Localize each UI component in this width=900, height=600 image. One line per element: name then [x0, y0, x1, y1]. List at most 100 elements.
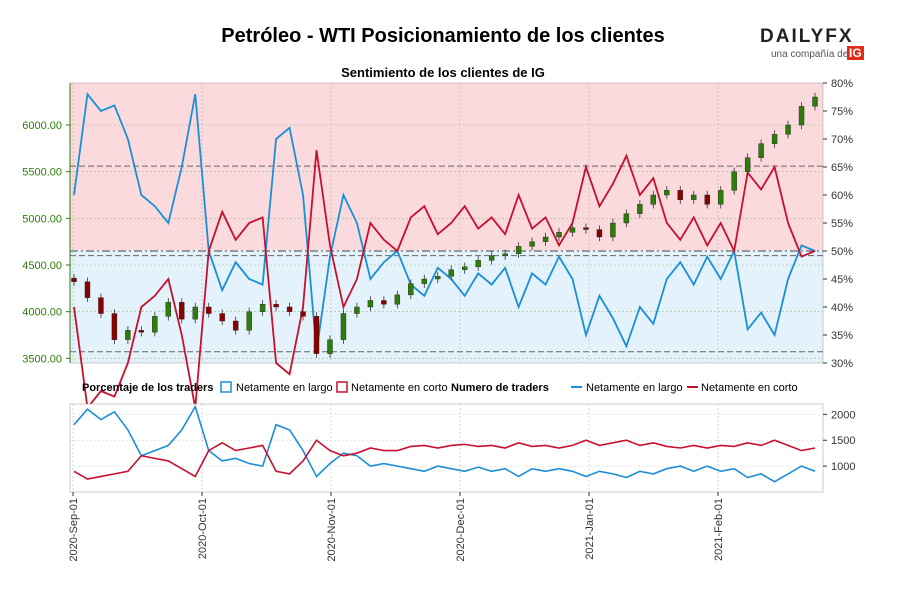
- chart-subtitle: Sentimiento de los clientes de IG: [341, 65, 545, 80]
- lower-ticks: 1000 1500 2000: [823, 409, 855, 473]
- candle-body: [623, 213, 630, 224]
- candle-body: [744, 157, 751, 172]
- candle-body: [583, 227, 589, 230]
- legend-num-long-label: Netamente en largo: [586, 382, 683, 394]
- candle-body: [165, 302, 172, 317]
- candle-body: [367, 300, 374, 308]
- candle-body: [179, 302, 185, 320]
- candle-body: [340, 313, 347, 340]
- legend-num-short-label: Netamente en corto: [701, 382, 798, 394]
- candle-body: [381, 300, 387, 305]
- dailyfx-logo: DAILYFX una compañía de IG: [760, 26, 864, 60]
- candle-body: [569, 227, 576, 233]
- pct-tick-label: 65%: [831, 162, 853, 174]
- candle-body: [232, 320, 239, 331]
- pct-tick-label: 70%: [831, 134, 853, 146]
- candle-body: [219, 313, 225, 322]
- candle-body: [596, 229, 603, 238]
- pct-tick-label: 35%: [831, 330, 853, 342]
- candle-body: [650, 194, 657, 205]
- candle-body: [664, 190, 670, 196]
- date-tick-label: 2021-Feb-01: [713, 498, 725, 561]
- date-tick-label: 2020-Sep-01: [68, 498, 80, 562]
- legend-pct-title: Porcentaje de los traders: [82, 382, 213, 394]
- candle-body: [542, 236, 549, 242]
- legend-pct-long-label: Netamente en largo: [236, 382, 333, 394]
- price-tick-label: 4000.00: [22, 307, 62, 319]
- price-tick-label: 5000.00: [22, 213, 62, 225]
- candle-body: [192, 306, 198, 320]
- candle-body: [246, 311, 252, 331]
- candle-body: [475, 260, 481, 268]
- legend-num-title: Numero de traders: [451, 382, 549, 394]
- date-tick-label: 2021-Jan-01: [584, 498, 596, 560]
- pct-tick-label: 40%: [831, 302, 853, 314]
- price-tick-label: 3500.00: [22, 353, 62, 365]
- candle-body: [529, 241, 535, 247]
- candle-body: [300, 311, 306, 317]
- candle-body: [798, 106, 805, 126]
- candle-body: [354, 306, 360, 314]
- candle-body: [515, 246, 522, 254]
- ig-badge-icon: [847, 46, 864, 60]
- candle-body: [758, 143, 764, 158]
- candle-body: [785, 124, 791, 135]
- candle-body: [327, 339, 333, 354]
- upper-ticks-left: 3500.00 4000.00 4500.00 5000.00 5500.00 6000.…: [22, 83, 71, 365]
- candle-body: [435, 276, 441, 280]
- candle-body: [677, 190, 683, 200]
- candle-body: [408, 283, 414, 296]
- pct-short-line: [73, 150, 816, 411]
- upper-pct-lines: [73, 91, 816, 411]
- candle-body: [259, 304, 266, 312]
- date-tick-label: 2020-Nov-01: [326, 498, 338, 562]
- candle-body: [98, 297, 104, 314]
- candle-body: [448, 269, 454, 277]
- candle-body: [125, 330, 131, 340]
- upper-candles: [71, 92, 818, 358]
- num-long-line: [73, 404, 816, 483]
- candle-body: [286, 306, 293, 312]
- legend-pct-long-swatch: [220, 381, 232, 393]
- date-tick-label: 2020-Dec-01: [455, 498, 467, 562]
- candle-body: [637, 204, 643, 214]
- candle-body: [152, 316, 158, 333]
- pct-tick-label: 60%: [831, 190, 853, 202]
- upper-bg-short-zone: [70, 83, 823, 250]
- candle-body: [556, 232, 562, 238]
- candle-body: [462, 266, 468, 270]
- candle-body: [691, 194, 697, 200]
- price-tick-label: 5500.00: [22, 167, 62, 179]
- price-tick-label: 4500.00: [22, 260, 62, 272]
- price-tick-label: 6000.00: [22, 120, 62, 132]
- pct-tick-label: 50%: [831, 246, 853, 258]
- candle-body: [812, 96, 818, 107]
- legend-pct-short-label: Netamente en corto: [351, 382, 448, 394]
- pct-tick-label: 30%: [831, 358, 853, 370]
- lower-lines: [73, 404, 816, 483]
- pct-long-line: [73, 91, 816, 352]
- logo-brand: DAILYFX: [760, 26, 854, 47]
- pct-tick-label: 80%: [831, 78, 853, 90]
- lower-tick-label: 1000: [831, 461, 855, 473]
- candle-body: [610, 222, 616, 238]
- candle-body: [502, 253, 508, 256]
- candle-body: [138, 330, 145, 333]
- num-short-line: [73, 439, 816, 480]
- legend: Porcentaje de los traders Netamente en l…: [82, 381, 798, 394]
- candle-body: [704, 194, 710, 205]
- lower-grid: [70, 404, 823, 492]
- upper-ticks-right: 30% 35% 40% 45% 50% 55% 60% 65% 70% 75% 80%: [823, 78, 853, 370]
- logo-tagline: una compañía de: [771, 49, 849, 60]
- candle-body: [394, 294, 401, 305]
- legend-pct-short-swatch: [336, 381, 348, 393]
- candle-body: [273, 304, 279, 308]
- logo-ig: IG: [849, 46, 862, 60]
- lower-tick-label: 2000: [831, 409, 855, 421]
- pct-tick-label: 45%: [831, 274, 853, 286]
- candle-body: [206, 306, 212, 314]
- pct-tick-label: 75%: [831, 106, 853, 118]
- candle-body: [488, 255, 495, 261]
- candle-body: [111, 313, 118, 340]
